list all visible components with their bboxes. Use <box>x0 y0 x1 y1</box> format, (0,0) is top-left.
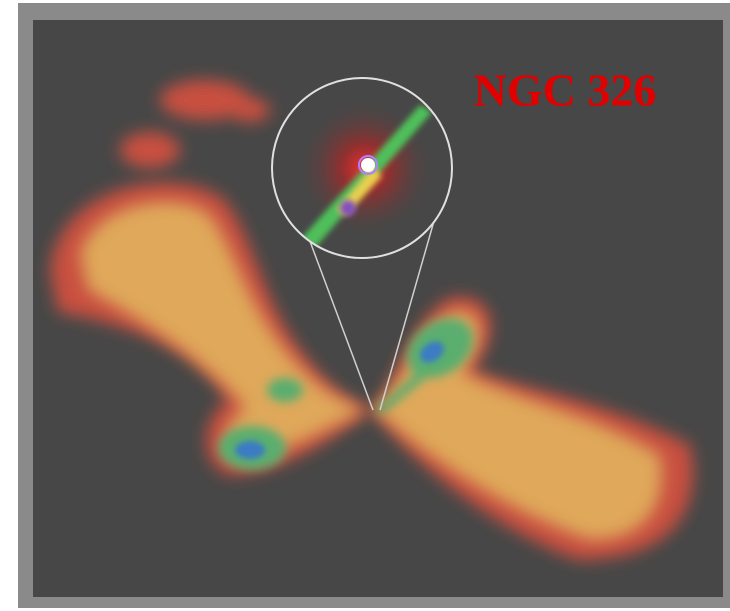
object-label: NGC 326 <box>474 65 657 116</box>
page: NGC 326 (() => { const data = JSON.parse… <box>0 0 730 611</box>
screenshot: NGC 326 <box>0 0 730 611</box>
